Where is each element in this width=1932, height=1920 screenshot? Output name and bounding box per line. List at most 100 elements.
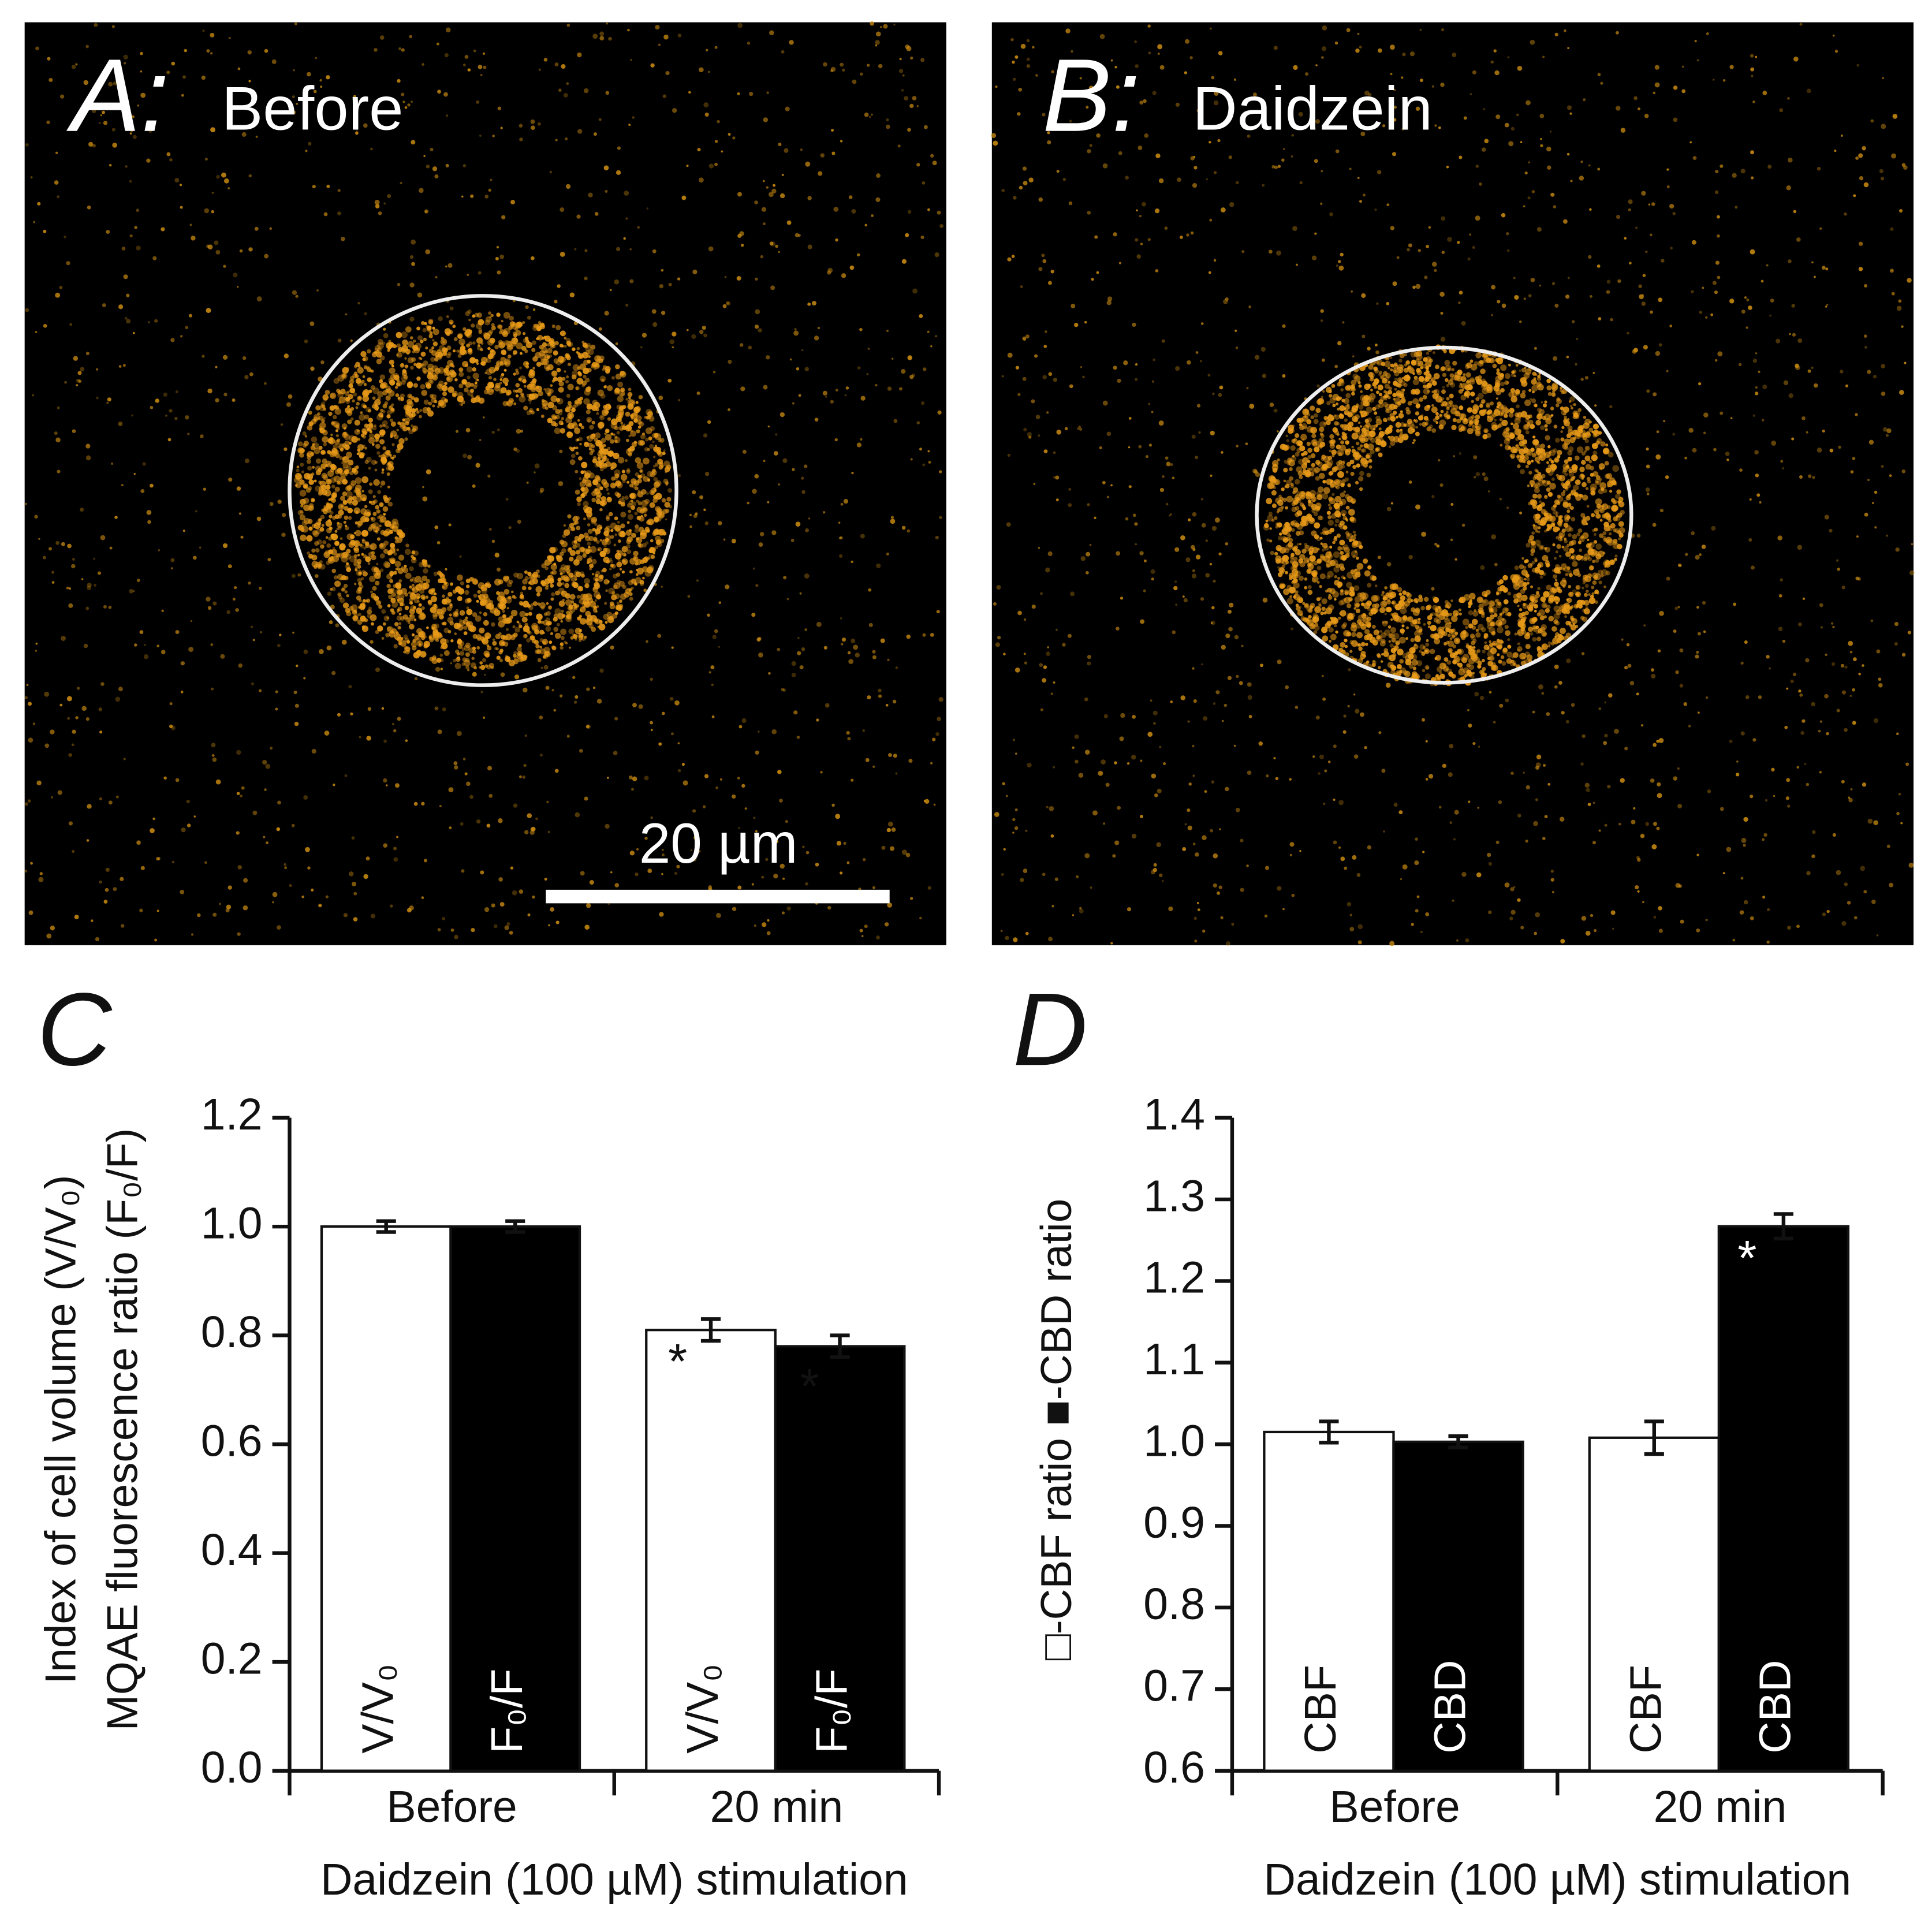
speck xyxy=(875,197,881,202)
speck xyxy=(1338,265,1344,271)
speck xyxy=(161,650,166,655)
speck xyxy=(599,445,604,450)
speck xyxy=(1858,267,1863,271)
speck xyxy=(1225,786,1229,792)
speck xyxy=(472,341,476,345)
speck xyxy=(587,541,591,546)
speck xyxy=(1234,635,1239,640)
speck xyxy=(547,417,553,423)
speck xyxy=(1651,844,1657,849)
speck xyxy=(527,315,531,320)
speck xyxy=(211,192,214,194)
speck xyxy=(105,888,109,892)
speck xyxy=(547,393,551,396)
speck xyxy=(661,498,666,503)
speck xyxy=(500,635,506,640)
speck xyxy=(387,349,390,352)
speck xyxy=(405,543,409,548)
speck xyxy=(503,368,507,372)
speck xyxy=(328,536,333,541)
speck xyxy=(146,158,151,163)
speck xyxy=(411,618,413,621)
speck xyxy=(381,468,385,471)
speck xyxy=(602,568,607,573)
speck xyxy=(621,469,625,474)
speck xyxy=(423,337,427,342)
speck xyxy=(890,519,896,524)
speck xyxy=(184,49,188,53)
speck xyxy=(601,479,607,485)
speck xyxy=(801,476,804,480)
speck xyxy=(577,586,584,592)
speck xyxy=(856,442,861,448)
speck xyxy=(592,479,596,483)
speck xyxy=(1220,916,1224,919)
speck xyxy=(576,401,579,404)
speck xyxy=(444,382,447,385)
speck xyxy=(1736,760,1739,763)
speck xyxy=(1105,782,1110,787)
speck xyxy=(1153,863,1157,867)
speck xyxy=(622,584,626,589)
speck xyxy=(1909,570,1915,576)
speck xyxy=(323,551,330,558)
speck xyxy=(334,469,340,475)
speck xyxy=(1847,901,1851,905)
speck xyxy=(626,521,630,524)
speck xyxy=(364,423,369,428)
speck xyxy=(320,450,326,455)
speck xyxy=(422,63,424,66)
speck xyxy=(835,389,838,392)
speck xyxy=(800,148,803,151)
speck xyxy=(1415,426,1418,428)
speck xyxy=(490,314,494,318)
speck xyxy=(383,843,388,848)
speck xyxy=(1791,304,1795,308)
speck xyxy=(1659,509,1664,513)
speck xyxy=(779,412,785,417)
speck xyxy=(71,564,76,569)
speck xyxy=(614,524,621,532)
speck xyxy=(875,383,878,387)
speck xyxy=(210,32,215,38)
speck xyxy=(1825,267,1829,271)
speck xyxy=(432,339,435,342)
speck xyxy=(249,372,253,376)
speck xyxy=(344,590,348,594)
speck xyxy=(1824,515,1829,520)
speck xyxy=(495,257,499,261)
speck xyxy=(637,425,641,429)
speck xyxy=(753,817,756,819)
speck xyxy=(120,877,124,881)
speck xyxy=(501,215,506,219)
speck xyxy=(463,631,468,635)
speck xyxy=(482,658,487,662)
speck xyxy=(539,487,544,493)
speck xyxy=(1139,815,1143,819)
speck xyxy=(311,436,318,443)
speck xyxy=(1346,28,1351,32)
speck xyxy=(357,553,360,557)
speck xyxy=(296,474,303,481)
speck xyxy=(408,591,412,595)
speck xyxy=(543,335,547,340)
speck xyxy=(1227,609,1232,614)
speck xyxy=(630,430,637,437)
speck xyxy=(67,543,72,549)
speck xyxy=(770,285,775,290)
speck xyxy=(677,277,681,281)
speck xyxy=(367,609,372,615)
speck xyxy=(614,883,620,888)
speck xyxy=(1867,818,1873,824)
speck xyxy=(544,407,549,410)
speck xyxy=(605,538,609,542)
speck xyxy=(442,707,446,711)
speck xyxy=(422,596,426,601)
speck xyxy=(365,856,370,861)
speck xyxy=(892,699,897,704)
speck xyxy=(429,379,433,383)
speck xyxy=(140,51,143,55)
speck xyxy=(330,392,337,399)
speck xyxy=(531,348,536,352)
speck xyxy=(628,387,632,392)
